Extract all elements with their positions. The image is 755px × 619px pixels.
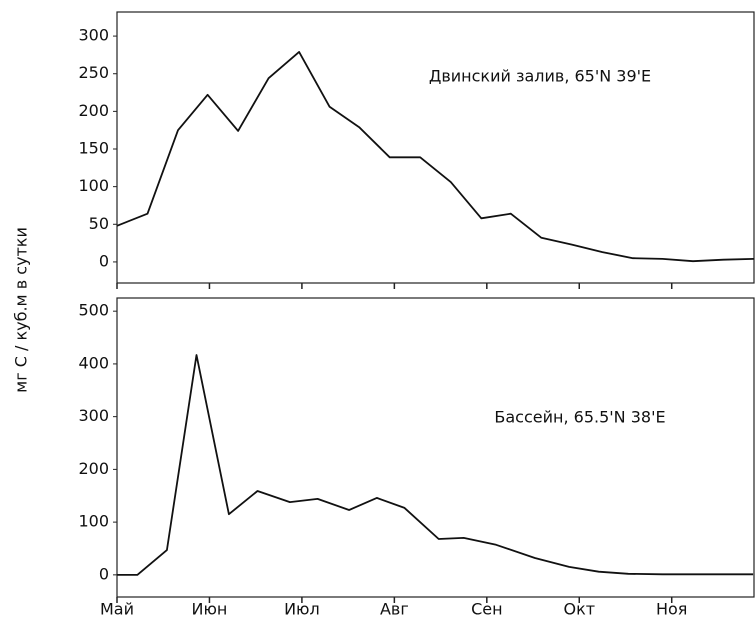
data-line [116,51,755,263]
y-tick-label: 200 [78,101,109,120]
data-line [117,354,754,576]
x-tick-label: Май [100,600,134,619]
x-tick-label: Сен [471,600,502,619]
x-tick-label: Июл [284,600,320,619]
y-axis-label: мг С / куб.м в сутки [12,227,31,393]
y-tick-label: 0 [99,564,109,583]
plot-frame [116,297,755,598]
y-tick-label: 50 [89,214,109,233]
y-tick-label: 0 [99,251,109,270]
y-tick-label: 100 [78,176,109,195]
plot-frame [116,11,755,284]
y-tick-label: 300 [78,26,109,45]
y-tick-label: 250 [78,63,109,82]
x-tick-label: Июн [191,600,227,619]
annotation: Бассейн, 65.5'N 38'E [494,408,665,427]
y-tick-label: 500 [78,301,109,320]
y-tick-label: 200 [78,459,109,478]
x-tick-label: Ноя [656,600,687,619]
annotation: Двинский залив, 65'N 39'E [429,67,651,86]
x-tick-label: Окт [563,600,595,619]
y-tick-label: 400 [78,353,109,372]
x-tick-label: Авг [380,600,409,619]
y-tick-label: 150 [78,139,109,158]
y-tick-label: 300 [78,406,109,425]
y-tick-label: 100 [78,512,109,531]
